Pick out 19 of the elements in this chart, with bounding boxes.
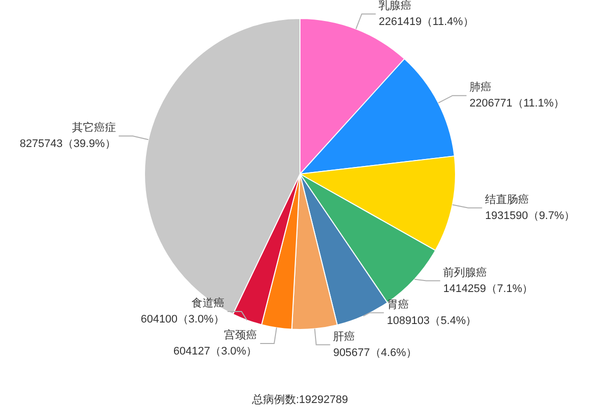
slice-label: 食道癌	[192, 296, 225, 310]
slice-label: 结直肠癌	[485, 192, 530, 206]
text: 总病例数:19292789	[251, 393, 348, 406]
data-label: 2206771（11.1%）	[470, 98, 565, 110]
data-label: 2261419（11.4%）	[378, 16, 474, 28]
data-label: 604100（3.0%）	[140, 314, 225, 326]
data-label: 1089103（5.4%）	[386, 314, 477, 327]
data-label: 905677（4.6%）	[333, 346, 417, 359]
slice-label: 肺癌	[470, 80, 492, 94]
slice-label: 其它癌症	[72, 121, 116, 134]
data-label: 1931590（9.7%）	[485, 210, 576, 222]
slice-label: 宫颈癌	[224, 328, 258, 342]
data-label: 1414259（7.1%）	[443, 282, 534, 295]
data-label: 604127（3.0%）	[173, 346, 258, 358]
slice-label: 前列腺癌	[443, 266, 488, 279]
slice-label: 肝癌	[333, 330, 356, 343]
slice-label: 胃癌	[386, 298, 409, 311]
data-label: 8275743（39.9%）	[20, 138, 116, 150]
slice-label: 乳腺癌	[378, 0, 412, 12]
